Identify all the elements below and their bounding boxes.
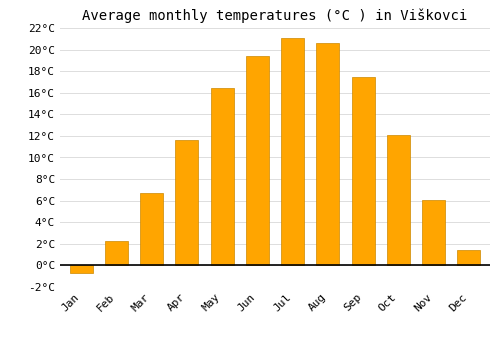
Bar (140, 193, 163, 265)
Bar (105, 240, 128, 265)
Bar (352, 77, 374, 265)
Bar (246, 56, 269, 265)
Bar (176, 140, 199, 265)
Bar (422, 199, 445, 265)
Bar (458, 250, 480, 265)
Bar (281, 38, 304, 265)
Bar (70, 265, 92, 273)
Bar (387, 135, 410, 265)
Bar (316, 43, 340, 265)
Bar (210, 89, 234, 265)
Title: Average monthly temperatures (°C ) in Viškovci: Average monthly temperatures (°C ) in Vi… (82, 8, 468, 23)
